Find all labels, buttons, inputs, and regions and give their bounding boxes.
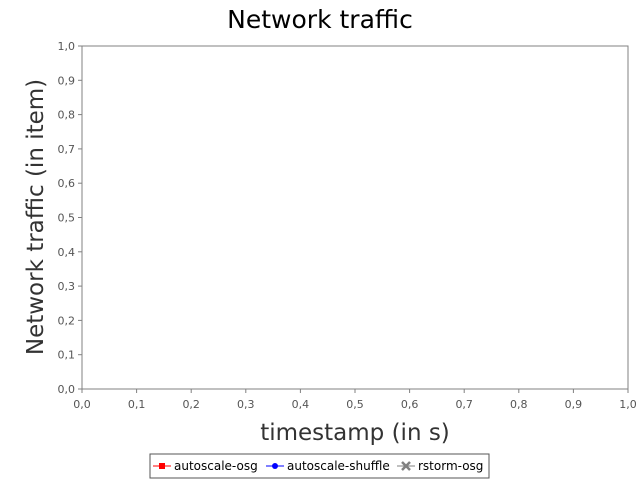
legend-item-autoscale-shuffle: autoscale-shuffle <box>266 459 390 473</box>
legend-marker-circle-icon <box>272 463 278 469</box>
x-tick-label: 0,5 <box>346 398 364 411</box>
y-tick-label: 0,7 <box>58 143 76 156</box>
y-tick-label: 0,9 <box>58 74 76 87</box>
y-tick-label: 0,2 <box>58 314 76 327</box>
legend-box <box>149 453 490 479</box>
x-tick-label: 1,0 <box>619 398 637 411</box>
x-tick-label: 0,7 <box>455 398 473 411</box>
y-axis: 0,0 0,1 0,2 0,3 0,4 0,5 0,6 0,7 0,8 0,9 1,0 <box>58 40 82 396</box>
legend-label-rstorm-osg: rstorm-osg <box>418 459 483 473</box>
x-tick-label: 0,9 <box>565 398 583 411</box>
y-tick-label: 0,0 <box>58 383 76 396</box>
chart-title: Network traffic <box>227 5 413 34</box>
y-tick-label: 1,0 <box>58 40 76 53</box>
y-tick-label: 0,4 <box>58 246 76 259</box>
legend-item-autoscale-osg: autoscale-osg <box>153 459 258 473</box>
x-tick-label: 0,8 <box>510 398 528 411</box>
x-tick-label: 0,1 <box>128 398 146 411</box>
x-tick-label: 0,2 <box>182 398 200 411</box>
y-axis-title: Network traffic (in item) <box>23 79 49 355</box>
x-tick-label: 0,4 <box>292 398 310 411</box>
x-axis: 0,0 0,1 0,2 0,3 0,4 0,5 0,6 0,7 0,8 0,9 1,0 <box>73 389 637 411</box>
legend-label-autoscale-shuffle: autoscale-shuffle <box>287 459 390 473</box>
y-tick-label: 0,8 <box>58 109 76 122</box>
y-tick-label: 0,5 <box>58 212 76 225</box>
y-tick-label: 0,3 <box>58 280 76 293</box>
legend-label-autoscale-osg: autoscale-osg <box>174 459 258 473</box>
legend-marker-x-icon <box>401 461 411 471</box>
x-tick-label: 0,6 <box>401 398 419 411</box>
legend-item-rstorm-osg: rstorm-osg <box>397 459 483 473</box>
x-tick-label: 0,3 <box>237 398 255 411</box>
y-tick-label: 0,6 <box>58 177 76 190</box>
x-tick-label: 0,0 <box>73 398 91 411</box>
x-axis-title: timestamp (in s) <box>260 420 450 446</box>
legend: autoscale-osg autoscale-shuffle rstorm-o… <box>149 453 490 479</box>
legend-marker-square-icon <box>159 463 165 469</box>
plot-area <box>81 45 629 390</box>
y-tick-label: 0,1 <box>58 349 76 362</box>
